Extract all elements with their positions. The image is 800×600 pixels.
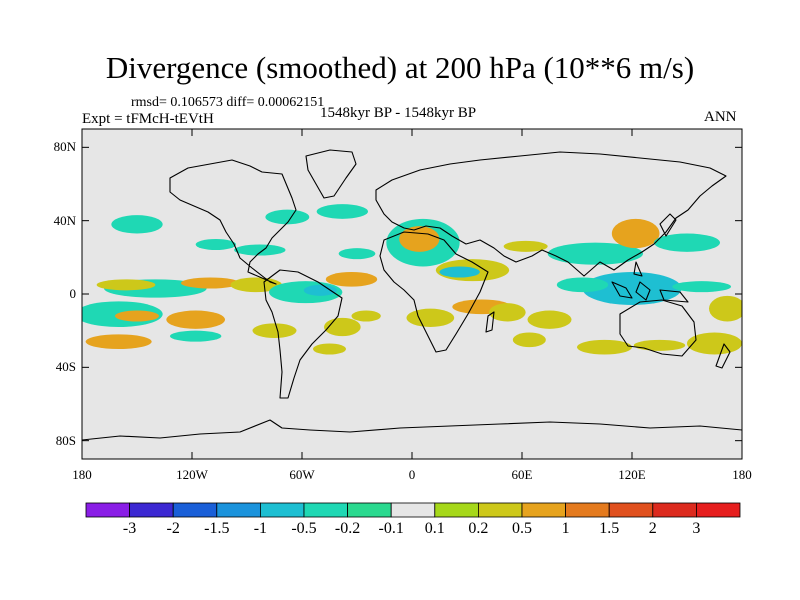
colorbar-level-label: -1 [253,520,268,537]
coastline-africa [379,231,489,353]
colorbar-level-label: 2 [648,520,657,537]
colorbar-swatch-13 [608,502,654,518]
divergence-region-33 [351,310,381,322]
divergence-region-15 [325,272,378,287]
colorbar-swatch-12 [565,502,610,518]
coastline-north-america [169,159,297,285]
coastline-antarctica [82,419,742,441]
colorbar-level-label: 0.5 [512,520,532,537]
divergence-region-11 [181,277,240,289]
colorbar-level-label: -0.5 [291,520,317,537]
coastline-south-america [263,269,343,399]
colorbar-level-label: 0.1 [424,520,445,537]
colorbar-swatch-14 [652,502,697,518]
colorbar-level-label: -3 [122,520,137,537]
divergence-region-25 [709,295,742,322]
divergence-region-32 [324,317,361,337]
colorbar-swatch-2 [129,502,174,518]
divergence-region-28 [166,310,226,329]
x-tick-label: 180 [72,467,92,482]
colorbar-swatch-10 [477,502,523,518]
period-label: 1548kyr BP - 1548kyr BP [320,105,477,121]
colorbar-swatch-9 [434,502,479,518]
colorbar-swatch-1 [85,502,130,518]
colorbar-level-label: -0.1 [378,520,404,537]
divergence-region-17 [439,266,480,278]
season-label: ANN [704,109,737,125]
colorbar-swatch-5 [259,502,305,518]
coastline-eurasia [375,151,727,277]
stats-text: rmsd= 0.106573 diff= 0.00062151 [131,95,325,110]
colorbar-swatch-3 [172,502,218,518]
divergence-region-27 [115,310,159,322]
colorbar [85,502,741,518]
divergence-region-22 [582,272,682,305]
coastline-australia [619,299,697,357]
divergence-region-38 [527,310,572,329]
x-tick-label: 60E [511,467,533,482]
experiment-label: Expt = tFMcH-tEVtH [82,111,214,127]
divergence-region-3 [316,204,369,219]
divergence-region-8 [399,226,440,252]
y-tick-label: 40N [53,212,76,228]
divergence-region-21 [654,233,720,252]
chart-title: Divergence (smoothed) at 200 hPa (10**6 … [105,50,695,85]
colorbar-level-label: 1 [561,520,570,537]
divergence-region-30 [85,334,152,349]
axis-ticks [81,129,743,459]
divergence-region-40 [577,339,632,355]
y-tick-label: 80N [53,139,76,155]
colorbar-level-label: -1.5 [204,520,230,537]
x-tick-label: 120W [176,467,208,482]
colorbar-swatch-4 [216,502,261,518]
divergence-region-37 [489,303,526,322]
divergence-region-35 [406,308,455,328]
divergence-region-39 [512,332,546,348]
divergence-region-31 [252,323,297,338]
colorbar-level-label: 1.5 [599,520,620,537]
coastline-japan [659,213,677,237]
divergence-region-2 [195,239,236,250]
coastline-new-zealand [715,343,731,369]
divergence-region-1 [111,215,163,234]
divergence-region-10 [96,279,156,291]
divergence-region-6 [338,248,376,260]
x-tick-label: 120E [618,467,646,482]
divergence-region-41 [633,339,686,351]
divergence-region-34 [313,343,346,355]
colorbar-swatch-15 [696,502,741,518]
y-tick-label: 0 [69,286,77,301]
divergence-region-14 [303,284,337,296]
divergence-region-5 [234,244,286,256]
colorbar-level-label: 0.2 [468,520,489,537]
x-tick-label: 0 [408,467,416,482]
divergence-region-4 [265,209,310,225]
divergence-region-20 [611,218,660,249]
coastlines [82,149,742,441]
x-tick-label: 180 [732,467,752,482]
colorbar-swatch-6 [303,502,348,518]
coastline-islands-se-asia [611,261,689,303]
colorbar-level-label: 3 [692,520,701,537]
divergence-regions [82,204,742,355]
colorbar-swatch-7 [347,502,392,518]
divergence-region-29 [170,330,222,342]
divergence-region-18 [503,240,548,252]
colorbar-level-label: -2 [166,520,180,537]
colorbar-swatch-8 [390,502,436,518]
y-tick-label: 80S [55,432,76,448]
divergence-region-24 [672,281,732,293]
coastline-madagascar [485,311,495,333]
y-tick-label: 40S [55,359,76,375]
colorbar-level-label: -0.2 [334,520,361,537]
colorbar-swatch-11 [521,502,566,518]
x-tick-label: 60W [289,467,315,482]
divergence-region-23 [556,277,609,293]
coastline-greenland [305,149,357,199]
divergence-region-19 [547,242,643,265]
